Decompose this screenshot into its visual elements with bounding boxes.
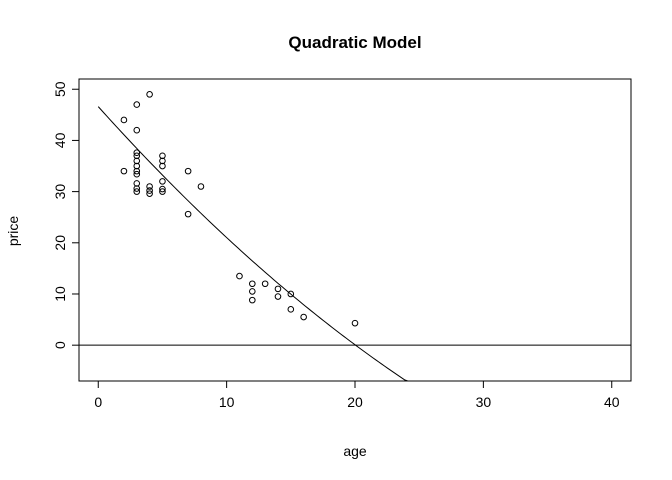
data-point [146, 183, 153, 190]
data-point [249, 280, 256, 288]
data-point [300, 313, 307, 321]
data-point [146, 91, 153, 98]
data-point [159, 178, 166, 185]
plot-area [79, 91, 631, 382]
data-point [120, 116, 128, 124]
x-tick-label: 10 [219, 394, 235, 410]
data-point [159, 185, 166, 193]
data-point [249, 288, 256, 295]
data-point [184, 210, 192, 218]
y-tick-label: 40 [52, 132, 68, 148]
data-point [261, 280, 269, 288]
data-point [133, 167, 141, 175]
data-point [274, 285, 282, 293]
data-point [351, 319, 359, 327]
y-tick-label: 10 [52, 286, 68, 302]
x-tick-label: 40 [604, 394, 620, 410]
data-point [236, 272, 243, 280]
data-point [146, 190, 153, 197]
y-axis-label: price [5, 216, 21, 247]
y-tick-label: 50 [52, 81, 68, 97]
data-point [287, 290, 295, 298]
data-point [133, 185, 141, 192]
data-point [159, 162, 166, 170]
data-point [184, 167, 192, 175]
data-point [133, 149, 141, 157]
data-point [146, 187, 153, 194]
y-tick-label: 30 [52, 184, 68, 200]
y-axis: 0 10 20 30 40 50 [52, 81, 80, 349]
x-axis-label: age [343, 443, 367, 459]
data-point [274, 293, 282, 300]
data-point [249, 296, 256, 304]
x-tick-label: 0 [94, 394, 102, 410]
data-point [120, 167, 128, 175]
y-tick-label: 0 [52, 341, 68, 349]
x-tick-label: 20 [347, 394, 363, 410]
data-point [159, 188, 166, 195]
chart-title: Quadratic Model [288, 33, 421, 52]
x-axis: 0 10 20 30 40 [94, 380, 620, 410]
y-tick-label: 20 [52, 235, 68, 251]
fitted-curve [97, 106, 449, 382]
data-point [133, 101, 141, 108]
data-point [287, 306, 295, 313]
data-point [197, 183, 205, 190]
data-point [133, 170, 141, 178]
x-tick-label: 30 [476, 394, 492, 410]
data-point [133, 188, 141, 195]
data-point [133, 126, 141, 134]
plot-frame [78, 78, 632, 382]
